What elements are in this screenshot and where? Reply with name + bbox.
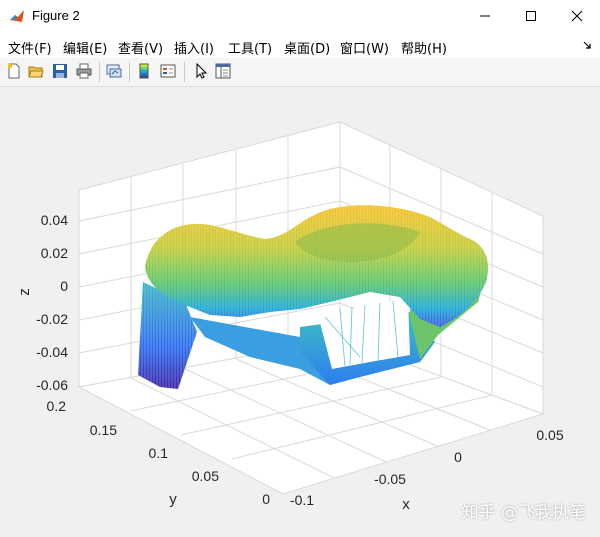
x-tick-label: -0.05	[374, 471, 406, 487]
y-axis-label: y	[169, 491, 177, 508]
toolbar-separator	[99, 62, 100, 82]
matlab-icon	[9, 8, 25, 24]
open-file-icon	[28, 66, 44, 78]
x-tick-label: 0.05	[536, 427, 563, 443]
y-tick-labels: 0.2 0.15 0.1 0.05 0	[47, 398, 271, 507]
toolbar	[0, 58, 600, 87]
surface-mesh	[138, 205, 489, 389]
x-tick-label: -0.1	[290, 492, 314, 508]
open-file-button[interactable]	[26, 61, 46, 81]
watermark: 知乎 @飞我执笔	[461, 503, 586, 523]
menu-view[interactable]: 查看(V)	[118, 42, 164, 57]
menu-tools[interactable]: 工具(T)	[228, 42, 273, 57]
figure-canvas[interactable]: 0.04 0.02 0 -0.02 -0.04 -0.06 z 0.2 0.15…	[0, 87, 600, 537]
close-icon	[571, 10, 583, 22]
y-tick-label: 0	[262, 491, 270, 507]
y-tick-label: 0.15	[90, 422, 117, 438]
z-tick-labels: 0.04 0.02 0 -0.02 -0.04 -0.06	[36, 212, 68, 393]
property-inspector-icon	[215, 63, 231, 79]
new-figure-icon	[7, 63, 20, 79]
property-inspector-button[interactable]	[213, 61, 233, 81]
insert-colorbar-icon	[139, 63, 149, 79]
menu-edit[interactable]: 编辑(E)	[63, 42, 108, 57]
edit-plot-button[interactable]	[191, 61, 211, 81]
surface-plot-3d[interactable]: 0.04 0.02 0 -0.02 -0.04 -0.06 z 0.2 0.15…	[0, 87, 600, 537]
dock-arrow-icon[interactable]	[582, 40, 592, 50]
print-icon	[76, 63, 92, 79]
toolbar-separator	[129, 62, 130, 82]
menu-file[interactable]: 文件(F)	[8, 42, 52, 57]
window-title: Figure 2	[32, 8, 80, 23]
menu-help[interactable]: 帮助(H)	[401, 42, 447, 57]
z-tick-label: 0	[60, 278, 68, 294]
insert-legend-icon	[160, 64, 176, 78]
z-tick-label: 0.02	[41, 245, 68, 261]
link-plot-button[interactable]	[104, 61, 124, 81]
print-button[interactable]	[74, 61, 94, 81]
x-axis-label: x	[402, 496, 410, 513]
menu-bar: 文件(F) 编辑(E) 查看(V) 插入(I) 工具(T) 桌面(D) 窗口(W…	[0, 32, 600, 58]
z-tick-label: 0.04	[41, 212, 68, 228]
y-tick-label: 0.2	[47, 398, 67, 414]
close-button[interactable]	[554, 0, 600, 32]
minimize-button[interactable]	[462, 0, 508, 32]
edit-plot-icon	[196, 63, 208, 79]
menu-desktop[interactable]: 桌面(D)	[284, 42, 331, 57]
y-tick-label: 0.05	[192, 468, 219, 484]
save-button[interactable]	[50, 61, 70, 81]
toolbar-separator	[184, 62, 185, 82]
z-tick-label: -0.04	[36, 344, 68, 360]
menu-window[interactable]: 窗口(W)	[340, 42, 389, 57]
y-tick-label: 0.1	[149, 445, 169, 461]
x-tick-labels: -0.1 -0.05 0 0.05	[290, 427, 564, 508]
maximize-button[interactable]	[508, 0, 554, 32]
link-plot-icon	[106, 64, 122, 78]
menu-insert[interactable]: 插入(I)	[174, 42, 214, 57]
new-figure-button[interactable]	[4, 61, 24, 81]
minimize-icon	[480, 15, 490, 17]
z-tick-label: -0.02	[36, 311, 68, 327]
maximize-icon	[526, 11, 536, 21]
insert-colorbar-button[interactable]	[134, 61, 154, 81]
title-bar[interactable]: Figure 2	[0, 0, 600, 32]
x-tick-label: 0	[454, 449, 462, 465]
save-icon	[53, 64, 67, 78]
z-axis-label: z	[16, 288, 33, 296]
insert-legend-button[interactable]	[158, 61, 178, 81]
z-tick-label: -0.06	[36, 377, 68, 393]
